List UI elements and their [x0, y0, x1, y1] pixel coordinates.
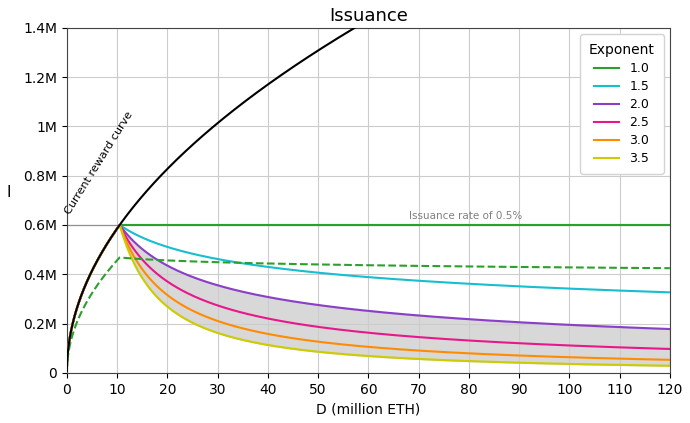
Legend: 1.0, 1.5, 2.0, 2.5, 3.0, 3.5: 1.0, 1.5, 2.0, 2.5, 3.0, 3.5: [580, 34, 664, 173]
Text: Current reward curve: Current reward curve: [63, 110, 135, 217]
Title: Issuance: Issuance: [329, 7, 408, 25]
X-axis label: D (million ETH): D (million ETH): [316, 402, 420, 416]
Y-axis label: I: I: [7, 185, 12, 201]
Text: Issuance rate of 0.5%: Issuance rate of 0.5%: [408, 211, 522, 221]
